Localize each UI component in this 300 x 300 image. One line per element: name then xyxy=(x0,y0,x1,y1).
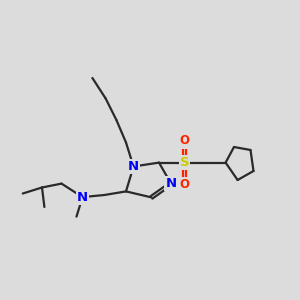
Text: N: N xyxy=(77,190,88,204)
Text: N: N xyxy=(165,177,177,190)
Text: S: S xyxy=(180,156,189,169)
Text: N: N xyxy=(128,160,139,173)
Text: O: O xyxy=(179,134,190,148)
Text: O: O xyxy=(179,178,190,191)
